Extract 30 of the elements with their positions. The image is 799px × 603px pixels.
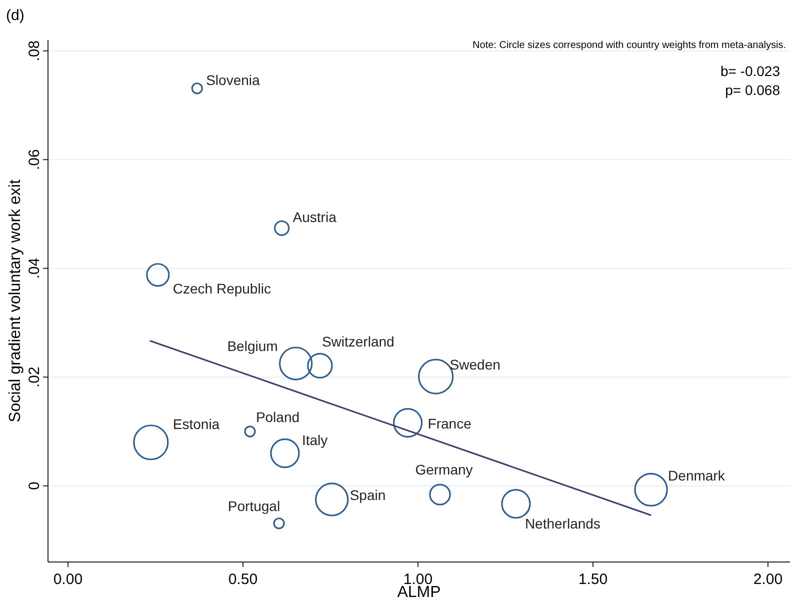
annotation: Note: Circle sizes correspond with country weights from meta-analysis. [472, 40, 786, 51]
y-tick-label: .08 [26, 40, 43, 62]
series-label: Sweden [450, 356, 500, 372]
series-label: Estonia [172, 416, 220, 432]
series-label: Switzerland [322, 333, 394, 350]
y-tick-label: .06 [26, 149, 43, 170]
y-tick-label: .02 [26, 366, 43, 388]
x-tick-label: 0.00 [53, 571, 83, 588]
series-label: Netherlands [524, 516, 600, 532]
series-label: Belgium [227, 338, 278, 354]
series-label: Italy [302, 432, 328, 448]
series-label: Portugal [228, 498, 280, 514]
series-label: France [428, 416, 472, 432]
y-tick-label: .04 [26, 258, 43, 279]
series-label: Spain [350, 487, 386, 504]
x-tick-label: 2.00 [753, 571, 783, 588]
y-tick-label: 0 [26, 482, 43, 490]
annotation: b= -0.023 [720, 63, 780, 79]
series-label: Poland [256, 409, 300, 426]
series-label: Czech Republic [172, 280, 271, 297]
x-tick-label: 1.50 [578, 571, 608, 588]
annotation: p= 0.068 [725, 82, 780, 98]
series-label: Germany [415, 461, 473, 478]
chart-title: (d) [6, 7, 24, 24]
series-label: Austria [292, 208, 337, 225]
x-tick-label: 0.50 [228, 571, 258, 588]
series-label: Denmark [668, 467, 726, 484]
series-label: Slovenia [206, 72, 260, 88]
x-axis-title: ALMP [397, 584, 441, 601]
y-axis-title: Social gradient voluntary work exit [7, 179, 24, 422]
